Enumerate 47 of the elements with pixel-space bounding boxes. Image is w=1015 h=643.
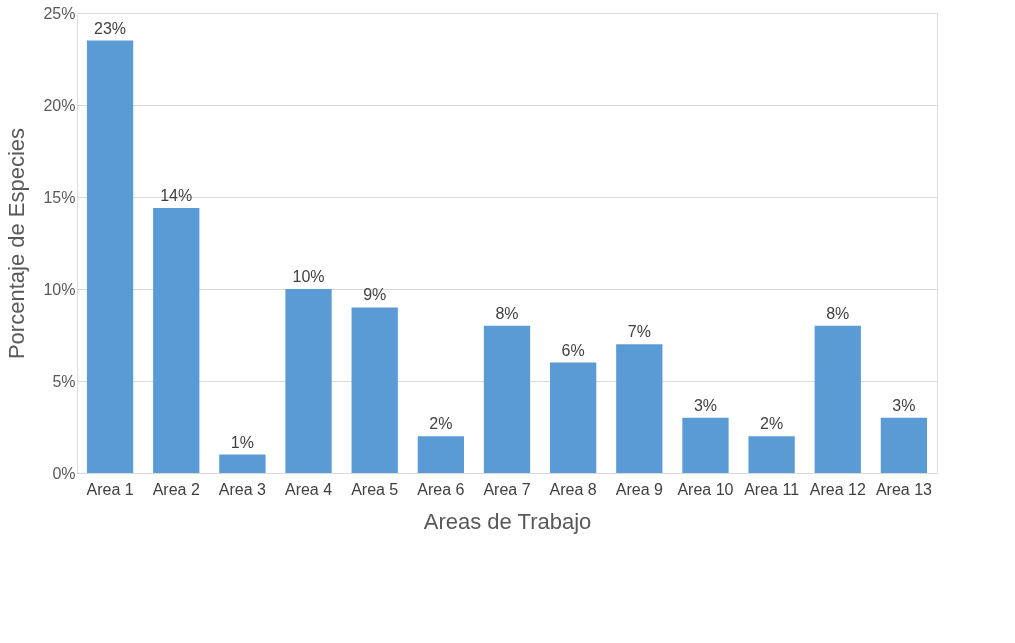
bar [417,436,464,473]
data-label: 6% [561,341,585,359]
y-tick-label: 5% [52,372,76,390]
y-tick-label: 25% [43,4,76,22]
y-tick-label: 0% [52,464,76,482]
data-label: 1% [230,433,254,451]
data-label: 23% [94,19,127,37]
data-label: 2% [429,415,453,433]
data-label: 3% [892,396,916,414]
data-label: 8% [495,304,519,322]
data-label: 3% [693,396,718,414]
bar [748,436,795,473]
bar [219,454,266,473]
x-tick-label: Area 3 [218,480,267,498]
bar [351,307,398,473]
bar [682,417,729,473]
x-tick-label: Area 2 [152,480,200,498]
y-tick-label: 15% [43,188,76,206]
x-tick-label: Area 6 [417,480,465,498]
x-tick-label: Area 1 [86,480,134,498]
data-label: 7% [627,323,651,341]
data-label: 9% [363,286,387,304]
y-tick-label: 20% [43,96,76,114]
bar [86,40,134,473]
bar [550,362,597,473]
x-tick-label: Area 5 [351,480,399,498]
y-axis-title: Porcentaje de Especies [4,127,30,360]
x-tick-label: Area 4 [284,480,333,498]
x-axis-title: Areas de Trabajo [423,508,592,534]
x-tick-label: Area 13 [875,480,933,498]
bar [483,325,531,473]
x-tick-label: Area 11 [744,480,800,498]
x-tick-label: Area 7 [483,480,531,498]
y-tick-label: 10% [43,280,76,298]
data-label: 14% [160,187,193,205]
bar [153,208,200,473]
x-tick-label: Area 12 [809,480,866,498]
bar [285,289,332,473]
bar [814,325,861,473]
bar [616,344,663,473]
bar [880,417,928,473]
x-tick-label: Area 9 [615,480,663,498]
data-label: 2% [760,415,784,433]
data-label: 10% [292,268,325,285]
data-label: 8% [826,304,850,322]
x-tick-label: Area 10 [677,480,734,498]
x-tick-label: Area 8 [549,480,597,498]
